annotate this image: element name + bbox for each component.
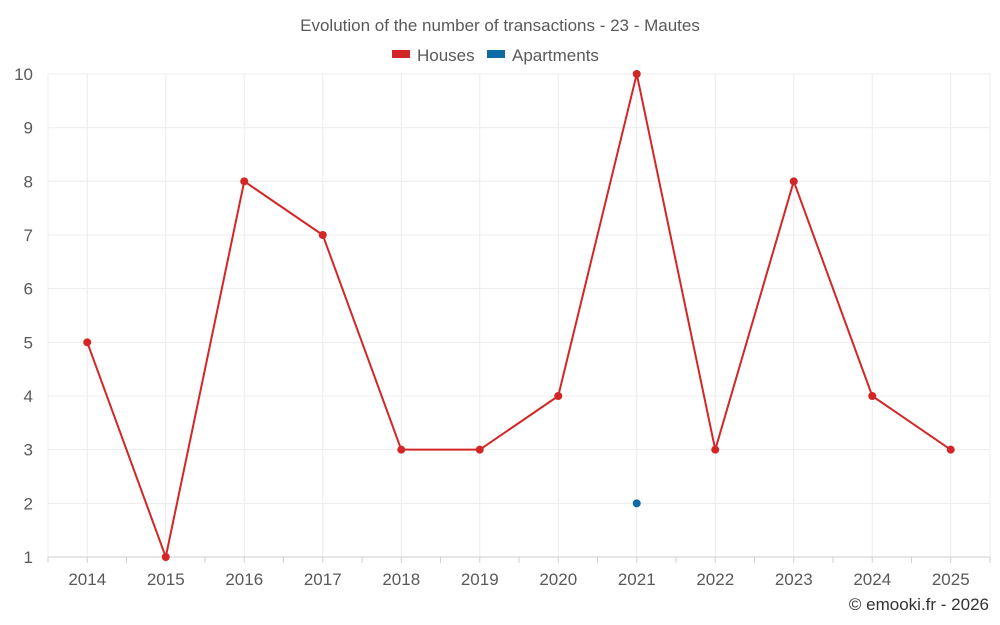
legend-item-houses[interactable]: Houses (392, 46, 475, 65)
data-point-houses[interactable] (868, 392, 877, 400)
data-point-houses[interactable] (83, 338, 92, 347)
data-point-apartments[interactable] (632, 499, 641, 508)
x-tick-label: 2018 (382, 570, 420, 589)
data-point-houses[interactable] (161, 553, 170, 561)
series-houses (83, 70, 955, 561)
legend-label-apartments: Apartments (512, 46, 599, 65)
y-tick-label: 4 (24, 387, 33, 406)
x-tick-label: 2020 (539, 570, 577, 589)
x-tick-label: 2016 (225, 570, 263, 589)
data-point-houses[interactable] (632, 70, 641, 78)
y-tick-label: 1 (24, 548, 33, 567)
data-point-houses[interactable] (711, 445, 720, 454)
series-apartments (632, 499, 641, 508)
legend-label-houses: Houses (417, 46, 475, 65)
x-tick-label: 2014 (68, 570, 106, 589)
chart-title: Evolution of the number of transactions … (300, 16, 700, 35)
data-point-houses[interactable] (397, 445, 406, 454)
series-line-houses (86, 73, 952, 558)
y-axis-ticks: 1 2 3 4 5 6 7 8 9 10 (14, 65, 33, 567)
x-tick-label: 2025 (932, 570, 970, 589)
x-tick-label: 2019 (461, 570, 499, 589)
y-tick-label: 10 (14, 65, 33, 84)
x-tick-label: 2022 (696, 570, 734, 589)
x-tick-label: 2024 (853, 570, 891, 589)
data-point-houses[interactable] (946, 445, 955, 454)
legend: Houses Apartments (392, 46, 599, 65)
credit-text: © emooki.fr - 2026 (849, 595, 989, 614)
y-tick-label: 5 (24, 333, 33, 352)
x-axis-ticks: 2014 2015 2016 2017 2018 2019 2020 2021 2022 2023… (68, 570, 969, 589)
legend-swatch-houses (392, 50, 410, 58)
data-point-houses[interactable] (789, 177, 798, 186)
x-tick-label: 2015 (147, 570, 185, 589)
grid (48, 73, 990, 557)
y-tick-label: 3 (24, 441, 33, 460)
data-point-houses[interactable] (475, 445, 484, 454)
x-tick-label: 2021 (618, 570, 656, 589)
x-tick-label: 2017 (304, 570, 342, 589)
data-point-houses[interactable] (554, 392, 563, 400)
y-tick-label: 2 (24, 494, 33, 513)
axes (47, 74, 991, 563)
data-point-houses[interactable] (318, 231, 327, 239)
y-tick-label: 9 (24, 119, 33, 138)
y-tick-label: 6 (24, 280, 33, 299)
x-tick-label: 2023 (775, 570, 813, 589)
y-tick-label: 7 (24, 226, 33, 245)
data-point-houses[interactable] (240, 177, 249, 186)
series (83, 70, 955, 561)
legend-item-apartments[interactable]: Apartments (487, 46, 599, 65)
legend-swatch-apartments (487, 50, 505, 58)
y-tick-label: 8 (24, 172, 33, 191)
